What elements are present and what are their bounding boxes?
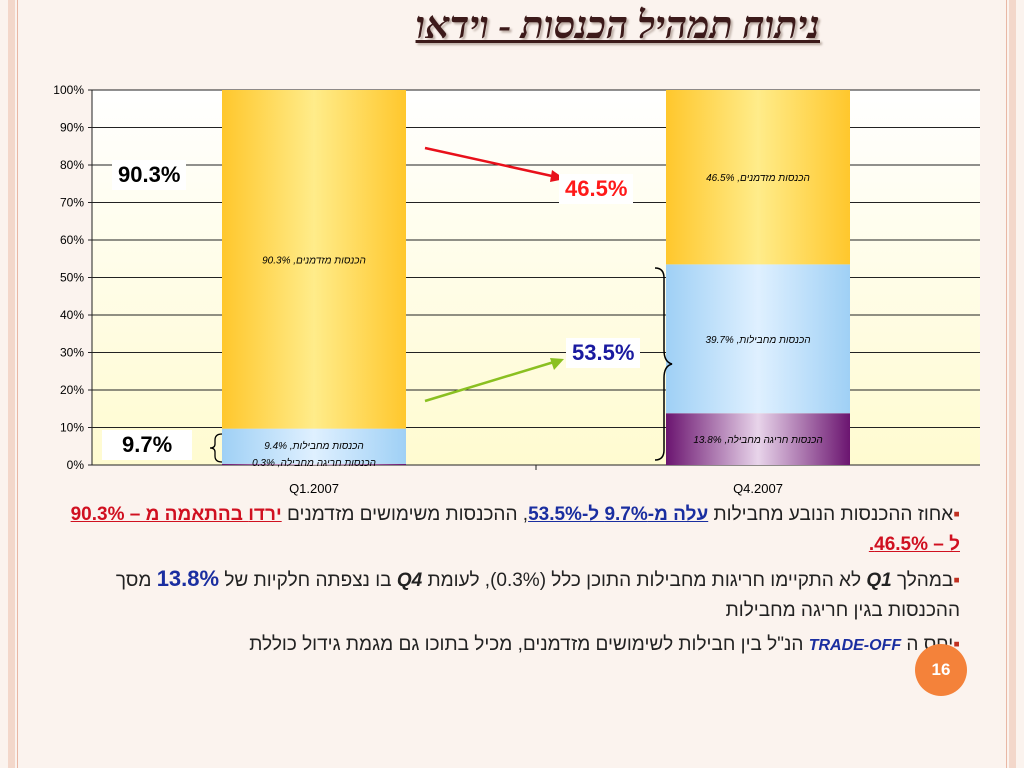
page-number-badge: 16: [915, 644, 967, 696]
stacked-bar-chart: 0% 10% 20% 30% 40% 50% 60% 70% 80% 90% 100% הכנסות…: [22, 78, 980, 498]
bar-segment: [222, 428, 406, 464]
y-tick-label: 100%: [53, 83, 84, 97]
bar-segment: [666, 90, 850, 265]
callout-90-3: 90.3%: [112, 160, 187, 190]
green-arrow-head: [550, 358, 564, 370]
callout-53-5: 53.5%: [566, 338, 641, 368]
bullet-3-tradeoff: TRADE-OFF: [808, 637, 902, 654]
y-tick-label: 70%: [60, 196, 84, 210]
data-label: הכנסות מזדמנים, 90.3%: [262, 255, 366, 266]
callout-9-7: 9.7%: [102, 430, 193, 460]
bullet-1-text-b: , ההכנסות משימושים מזדמנים: [281, 504, 529, 525]
bullet-2-q4: Q4: [396, 570, 423, 591]
slide-title: ניתוח תמהיל הכנסות - וידאו: [415, 5, 820, 47]
data-label: הכנסות חריגה מחבילה, 0.3%: [252, 457, 376, 469]
y-tick-label: 60%: [60, 233, 84, 247]
y-tick-label: 40%: [60, 308, 84, 322]
y-tick-label: 50%: [60, 271, 84, 285]
x-tick-label: Q4.2007: [733, 481, 783, 496]
bullet-list: ▪אחוז ההכנסות הנובע מחבילות עלה מ-9.7% ל…: [60, 500, 960, 665]
bullet-marker: ▪: [953, 570, 960, 591]
bullet-1: ▪אחוז ההכנסות הנובע מחבילות עלה מ-9.7% ל…: [60, 500, 960, 560]
bullet-1-fell: ירדו: [248, 504, 282, 525]
bullet-2: ▪במהלך Q1 לא התקיימו חריגות מחבילות התוכ…: [60, 564, 960, 626]
right-brace: [654, 267, 673, 461]
y-tick-label: 0%: [67, 458, 85, 472]
data-label: הכנסות חריגה מחבילה, 13.8%: [693, 434, 822, 446]
red-arrow-line: [424, 146, 562, 180]
bar-segment: [666, 264, 850, 414]
left-frame-line: [17, 0, 18, 768]
callout-46-5: 46.5%: [559, 174, 634, 204]
bar-segment: [222, 463, 406, 465]
bar-segment: [666, 413, 850, 465]
left-brace: [209, 433, 223, 463]
bullet-2-text-a: במהלך: [891, 570, 954, 591]
bullet-1-range: בהתאמה מ – 90.3% ל – 46.5%.: [70, 504, 960, 555]
y-tick-label: 10%: [60, 421, 84, 435]
green-arrow-line: [424, 360, 555, 403]
x-tick-label: Q1.2007: [289, 481, 339, 496]
bullet-2-q1: Q1: [866, 570, 892, 591]
y-tick-label: 90%: [60, 121, 84, 135]
y-tick-label: 20%: [60, 383, 84, 397]
data-label: הכנסות מזדמנים, 46.5%: [706, 173, 810, 184]
bullet-2-share: 13.8%: [156, 566, 220, 591]
right-frame-line: [1006, 0, 1007, 768]
data-label: הכנסות מחבילות, 9.4%: [264, 440, 364, 452]
y-tick-label: 30%: [60, 346, 84, 360]
bullet-2-text-b: לא התקיימו חריגות מחבילות התוכן כלל (0.3…: [422, 570, 867, 591]
data-label: הכנסות מחבילות, 39.7%: [705, 334, 810, 346]
bullet-marker: ▪: [953, 634, 960, 655]
bar-segment: [222, 90, 406, 429]
bullet-marker: ▪: [953, 504, 960, 525]
bullet-1-rise: עלה מ-9.7% ל-53.5%: [528, 504, 709, 525]
right-frame-bar: [1009, 0, 1016, 768]
bullet-1-text-a: אחוז ההכנסות הנובע מחבילות: [708, 504, 954, 525]
chart-svg: 0% 10% 20% 30% 40% 50% 60% 70% 80% 90% 100% הכנסות…: [53, 83, 980, 496]
left-frame-bar: [8, 0, 15, 768]
bullet-3-text-b: הנ"ל בין חבילות לשימושים מזדמנים, מכיל ב…: [249, 634, 809, 655]
bullet-3: ▪יחס ה TRADE-OFF הנ"ל בין חבילות לשימושי…: [60, 630, 960, 661]
bullet-2-text-c: בו נצפתה חלקיות של: [219, 570, 397, 591]
bullet-2-text-d: מסך ההכנסות בגין חריגה מחבילות: [115, 570, 960, 621]
y-tick-label: 80%: [60, 158, 84, 172]
